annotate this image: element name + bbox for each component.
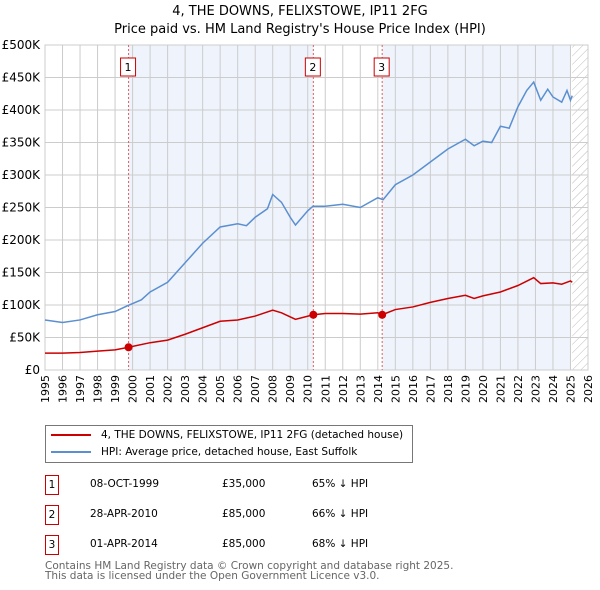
chart-subtitle: Price paid vs. HM Land Registry's House … [114, 22, 486, 37]
x-tick-label: 2022 [512, 375, 525, 403]
sale-marker: 1 [45, 475, 59, 495]
x-tick-label: 2023 [529, 375, 542, 403]
footer-licence: This data is licensed under the Open Gov… [45, 570, 380, 582]
y-tick-label: £400K [2, 103, 42, 117]
x-tick-label: 1998 [92, 375, 105, 403]
plot-frame [44, 44, 589, 371]
x-tick-label: 2017 [424, 375, 437, 403]
x-tick-label: 2011 [319, 375, 332, 403]
x-tick-label: 2021 [494, 375, 507, 403]
x-tick-label: 2009 [284, 375, 297, 403]
series-line [44, 80, 573, 324]
sale-point [124, 343, 133, 352]
y-tick-label: £50K [9, 331, 41, 345]
footer-copyright: Contains HM Land Registry data © Crown c… [45, 560, 454, 572]
x-tick-label: 2019 [459, 375, 472, 403]
x-tick-label: 2003 [179, 375, 192, 403]
x-tick-label: 2007 [249, 375, 262, 403]
sale-hpi: 66% ↓ HPI [312, 508, 369, 520]
y-tick-label: £150K [2, 266, 42, 280]
sale-marker-label: 3 [378, 61, 385, 74]
y-tick-label: £250K [2, 201, 42, 215]
sale-marker-box [120, 57, 137, 77]
sale-marker: 2 [45, 505, 59, 525]
sale-marker-box [373, 57, 390, 77]
sale-point [309, 310, 318, 319]
x-tick-label: 2024 [547, 375, 560, 403]
sale-date: 28-APR-2010 [90, 508, 158, 520]
x-tick-label: 2020 [477, 375, 490, 403]
y-tick-label: £500K [2, 38, 42, 52]
sale-marker-label: 1 [125, 61, 132, 74]
sale-marker-box [304, 57, 321, 77]
sale-marker: 3 [45, 535, 59, 555]
x-tick-label: 2001 [144, 375, 157, 403]
price-chart: 1995 1996 1997 1998 1999 2000 2001 2002 2003 2004… [2, 38, 595, 403]
x-tick-label: 2000 [127, 375, 140, 403]
sale-point [378, 310, 387, 319]
legend-red-line [51, 434, 91, 436]
x-tick-label: 2025 [564, 375, 577, 403]
x-tick-label: 2006 [232, 375, 245, 403]
sale-hpi: 65% ↓ HPI [312, 478, 369, 490]
x-tick-label: 2010 [302, 375, 315, 403]
legend-hpi: HPI: Average price, detached house, East… [101, 446, 358, 458]
x-tick-label: 2026 [582, 375, 595, 403]
legend-property: 4, THE DOWNS, FELIXSTOWE, IP11 2FG (deta… [101, 429, 404, 441]
y-tick-label: £300K [2, 168, 42, 182]
x-tick-label: 2005 [214, 375, 227, 403]
x-tick-label: 2002 [162, 375, 175, 403]
legend-blue-line [51, 451, 91, 453]
x-tick-label: 2013 [354, 375, 367, 403]
sale-hpi: 68% ↓ HPI [312, 538, 369, 550]
y-tick-label: £200K [2, 233, 42, 247]
x-tick-label: 2012 [337, 375, 350, 403]
x-tick-label: 2008 [267, 375, 280, 403]
sale-date: 08-OCT-1999 [90, 478, 159, 490]
x-tick-label: 1996 [57, 375, 70, 403]
sale-date: 01-APR-2014 [90, 538, 158, 550]
sale-price: £85,000 [222, 508, 266, 520]
sale-price: £85,000 [222, 538, 266, 550]
y-tick-label: £0 [25, 363, 40, 377]
footer: Contains HM Land Registry data © Crown c… [45, 560, 454, 582]
y-tick-label: £100K [2, 298, 42, 312]
chart-title: 4, THE DOWNS, FELIXSTOWE, IP11 2FG [172, 4, 428, 19]
x-tick-label: 2016 [407, 375, 420, 403]
series-line [45, 276, 573, 354]
sale-marker-label: 2 [309, 61, 316, 74]
y-tick-label: £350K [2, 136, 42, 150]
x-tick-label: 2018 [442, 375, 455, 403]
x-tick-label: 2015 [389, 375, 402, 403]
legend: 4, THE DOWNS, FELIXSTOWE, IP11 2FG (deta… [45, 425, 413, 463]
sale-price: £35,000 [222, 478, 266, 490]
x-tick-label: 2014 [372, 375, 385, 403]
x-tick-label: 1999 [109, 375, 122, 403]
x-tick-label: 2004 [197, 375, 210, 403]
x-tick-label: 1995 [39, 375, 52, 403]
y-tick-label: £450K [2, 71, 42, 85]
x-tick-label: 1997 [74, 375, 87, 403]
